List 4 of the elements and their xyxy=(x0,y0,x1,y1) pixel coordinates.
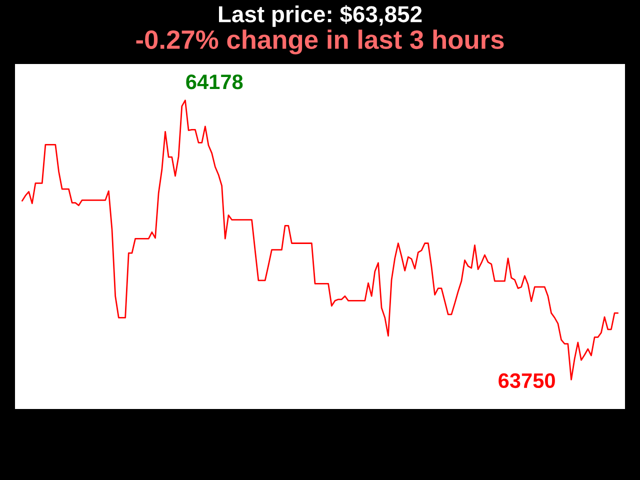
data-label: 64178 xyxy=(186,74,243,90)
chart-title: Last price: $63,852 xyxy=(218,5,422,27)
data-label: 63750 xyxy=(498,373,555,388)
chart-subtitle: -0.27% change in last 3 hours xyxy=(136,30,504,54)
